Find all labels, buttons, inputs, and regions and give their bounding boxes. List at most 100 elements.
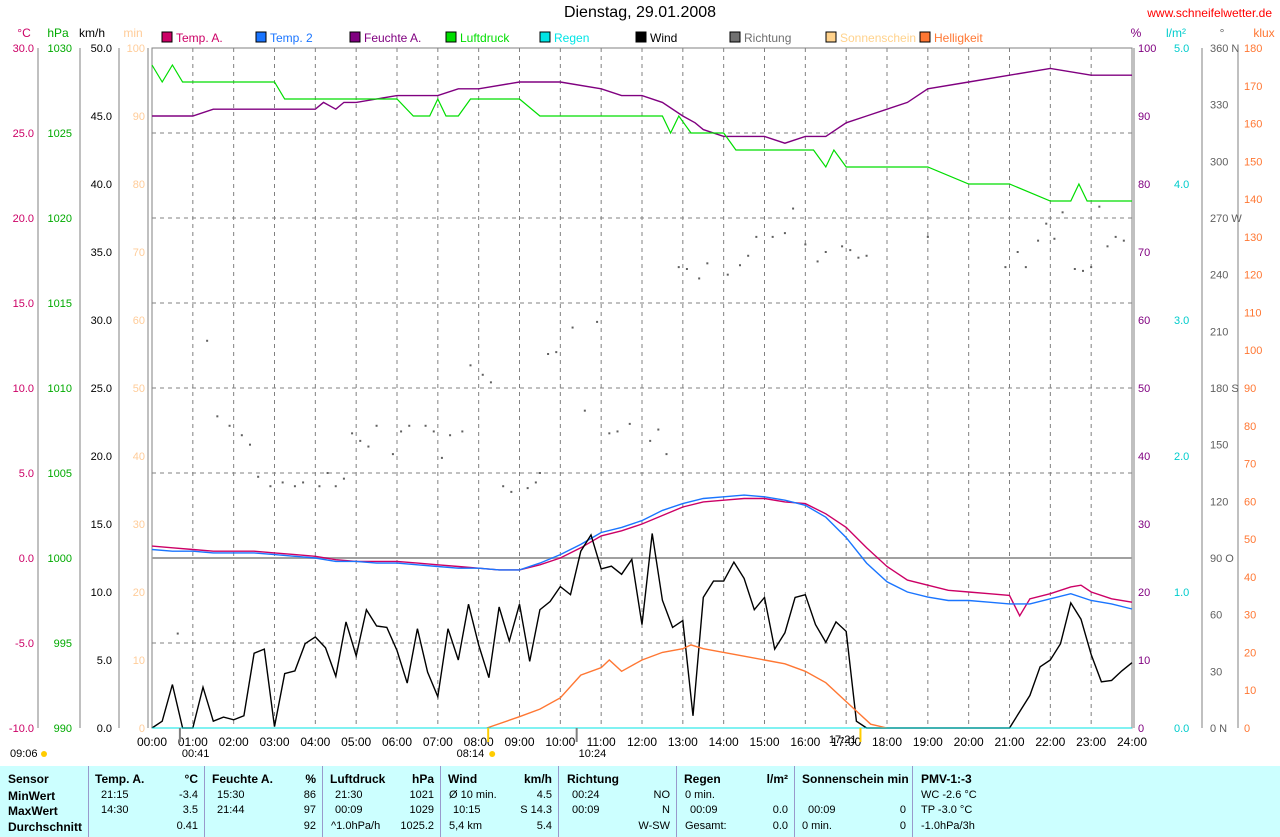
chart-title: Dienstag, 29.01.2008	[563, 4, 717, 21]
brightness-tick-label: 70	[1244, 459, 1256, 471]
direction-point	[1061, 211, 1064, 214]
direction-point	[555, 351, 558, 354]
humidity-min: 86	[303, 789, 316, 801]
direction-point	[1045, 222, 1048, 225]
sunrise-label: 08:14	[457, 748, 485, 760]
legend-swatch	[539, 31, 551, 43]
pressure-avg: 1025.2	[400, 820, 434, 832]
direction-point	[206, 339, 209, 342]
sun-unit-label: min	[123, 26, 142, 40]
direction-point	[281, 481, 284, 484]
direction-point	[249, 443, 251, 446]
direction-point	[571, 326, 574, 329]
direction-point	[216, 415, 219, 418]
x-tick-label: 15:00	[749, 735, 779, 749]
humidity-tick-label: 70	[1138, 247, 1150, 259]
humidity-unit: %	[305, 772, 316, 786]
series-line-temp-a-	[151, 497, 1133, 618]
site-url[interactable]: www.schneifelwetter.de	[1147, 6, 1272, 20]
temp-header: Temp. A.	[95, 772, 145, 786]
x-tick-label: 22:00	[1035, 735, 1065, 749]
pressure-tick-label: 1010	[48, 383, 72, 395]
direction-point	[461, 430, 464, 433]
direction-point	[449, 434, 452, 437]
avg-label: Durchschnitt	[8, 820, 83, 834]
legend-label: Richtung	[744, 31, 791, 45]
wind-tick-label: 50.0	[91, 43, 112, 55]
wind-tick-label: 25.0	[91, 383, 112, 395]
direction-min: NO	[653, 789, 671, 801]
sun-icon	[489, 751, 496, 757]
temp-max-time: 14:30	[101, 804, 129, 816]
x-tick-label: 01:00	[178, 735, 208, 749]
direction-point	[685, 268, 688, 270]
x-tick-label: 06:00	[382, 735, 412, 749]
moon2-label: 10:24	[579, 748, 607, 760]
humidity-tick-label: 0	[1138, 723, 1144, 735]
stats-col-temp: Temp. A. °C 21:15 -3.4 14:30 3.5 0.41	[89, 766, 205, 837]
brightness-tick-label: 180	[1244, 43, 1262, 55]
humidity-tick-label: 20	[1138, 587, 1150, 599]
direction-point	[1098, 205, 1101, 208]
temp-tick-label: 5.0	[19, 468, 34, 480]
brightness-tick-label: 20	[1244, 647, 1256, 659]
temp-tick-label: 30.0	[13, 43, 34, 55]
sun-tick-label: 90	[133, 111, 145, 123]
max-label: MaxWert	[8, 804, 58, 818]
wind-max: S 14.3	[520, 804, 552, 816]
sun-tick-label: 20	[133, 587, 145, 599]
brightness-tick-label: 30	[1244, 610, 1256, 622]
legend-label: Helligkeit	[934, 31, 983, 45]
stats-col-humidity: Feuchte A. % 15:30 86 21:44 97 92	[205, 766, 323, 837]
wind-avg10-label: Ø 10 min.	[449, 789, 497, 801]
sun-icon	[41, 751, 47, 757]
series-line-feuchte-a-	[152, 67, 1132, 144]
direction-min-time: 00:24	[572, 789, 600, 801]
brightness-tick-label: 120	[1244, 270, 1262, 282]
pressure-tick-label: 1025	[48, 128, 72, 140]
direction-point	[375, 424, 378, 427]
direction-tick-label: 180 S	[1210, 383, 1239, 395]
humidity-min-time: 15:30	[217, 789, 245, 801]
direction-point	[489, 381, 492, 384]
x-tick-label: 16:00	[790, 735, 820, 749]
direction-point	[628, 422, 631, 425]
temp-tick-label: 10.0	[13, 383, 34, 395]
direction-point	[432, 430, 435, 433]
pmv-dewpoint: TP -3.0 °C	[921, 804, 973, 816]
pressure-tick-label: 990	[54, 723, 72, 735]
humidity-tick-label: 90	[1138, 111, 1150, 123]
wind-tick-label: 10.0	[91, 587, 112, 599]
brightness-tick-label: 0	[1244, 723, 1250, 735]
wind-tick-label: 30.0	[91, 315, 112, 327]
direction-point	[1004, 266, 1007, 269]
direction-point	[334, 485, 337, 488]
rain-tick-label: 3.0	[1174, 315, 1189, 327]
rain-tick-label: 0.0	[1174, 723, 1189, 735]
left-time-label: 09:06	[10, 748, 38, 760]
direction-tick-label: 0 N	[1210, 723, 1227, 735]
rain-min: 0 min.	[685, 789, 715, 801]
wind-unit: km/h	[523, 772, 552, 786]
direction-point	[534, 481, 537, 484]
direction-point	[755, 235, 758, 238]
rain-tick-label: 1.0	[1174, 587, 1189, 599]
brightness-tick-label: 80	[1244, 421, 1256, 433]
direction-point	[424, 424, 427, 427]
x-tick-label: 19:00	[913, 735, 943, 749]
stats-col-pmv: PMV-1:-3 WC -2.6 °C TP -3.0 °C -1.0hPa/3…	[913, 766, 1279, 837]
humidity-tick-label: 10	[1138, 655, 1150, 667]
brightness-tick-label: 50	[1244, 534, 1256, 546]
direction-point	[359, 439, 362, 442]
direction-point	[739, 264, 741, 267]
legend-swatch	[445, 31, 457, 43]
wind-header: Wind	[448, 772, 478, 786]
humidity-tick-label: 40	[1138, 451, 1150, 463]
direction-point	[1090, 266, 1093, 269]
pressure-unit-label: hPa	[47, 26, 69, 40]
direction-point	[1122, 239, 1125, 242]
legend-label: Feuchte A.	[364, 31, 421, 45]
legend-swatch	[825, 31, 837, 43]
brightness-tick-label: 130	[1244, 232, 1262, 244]
x-tick-label: 09:00	[504, 735, 534, 749]
